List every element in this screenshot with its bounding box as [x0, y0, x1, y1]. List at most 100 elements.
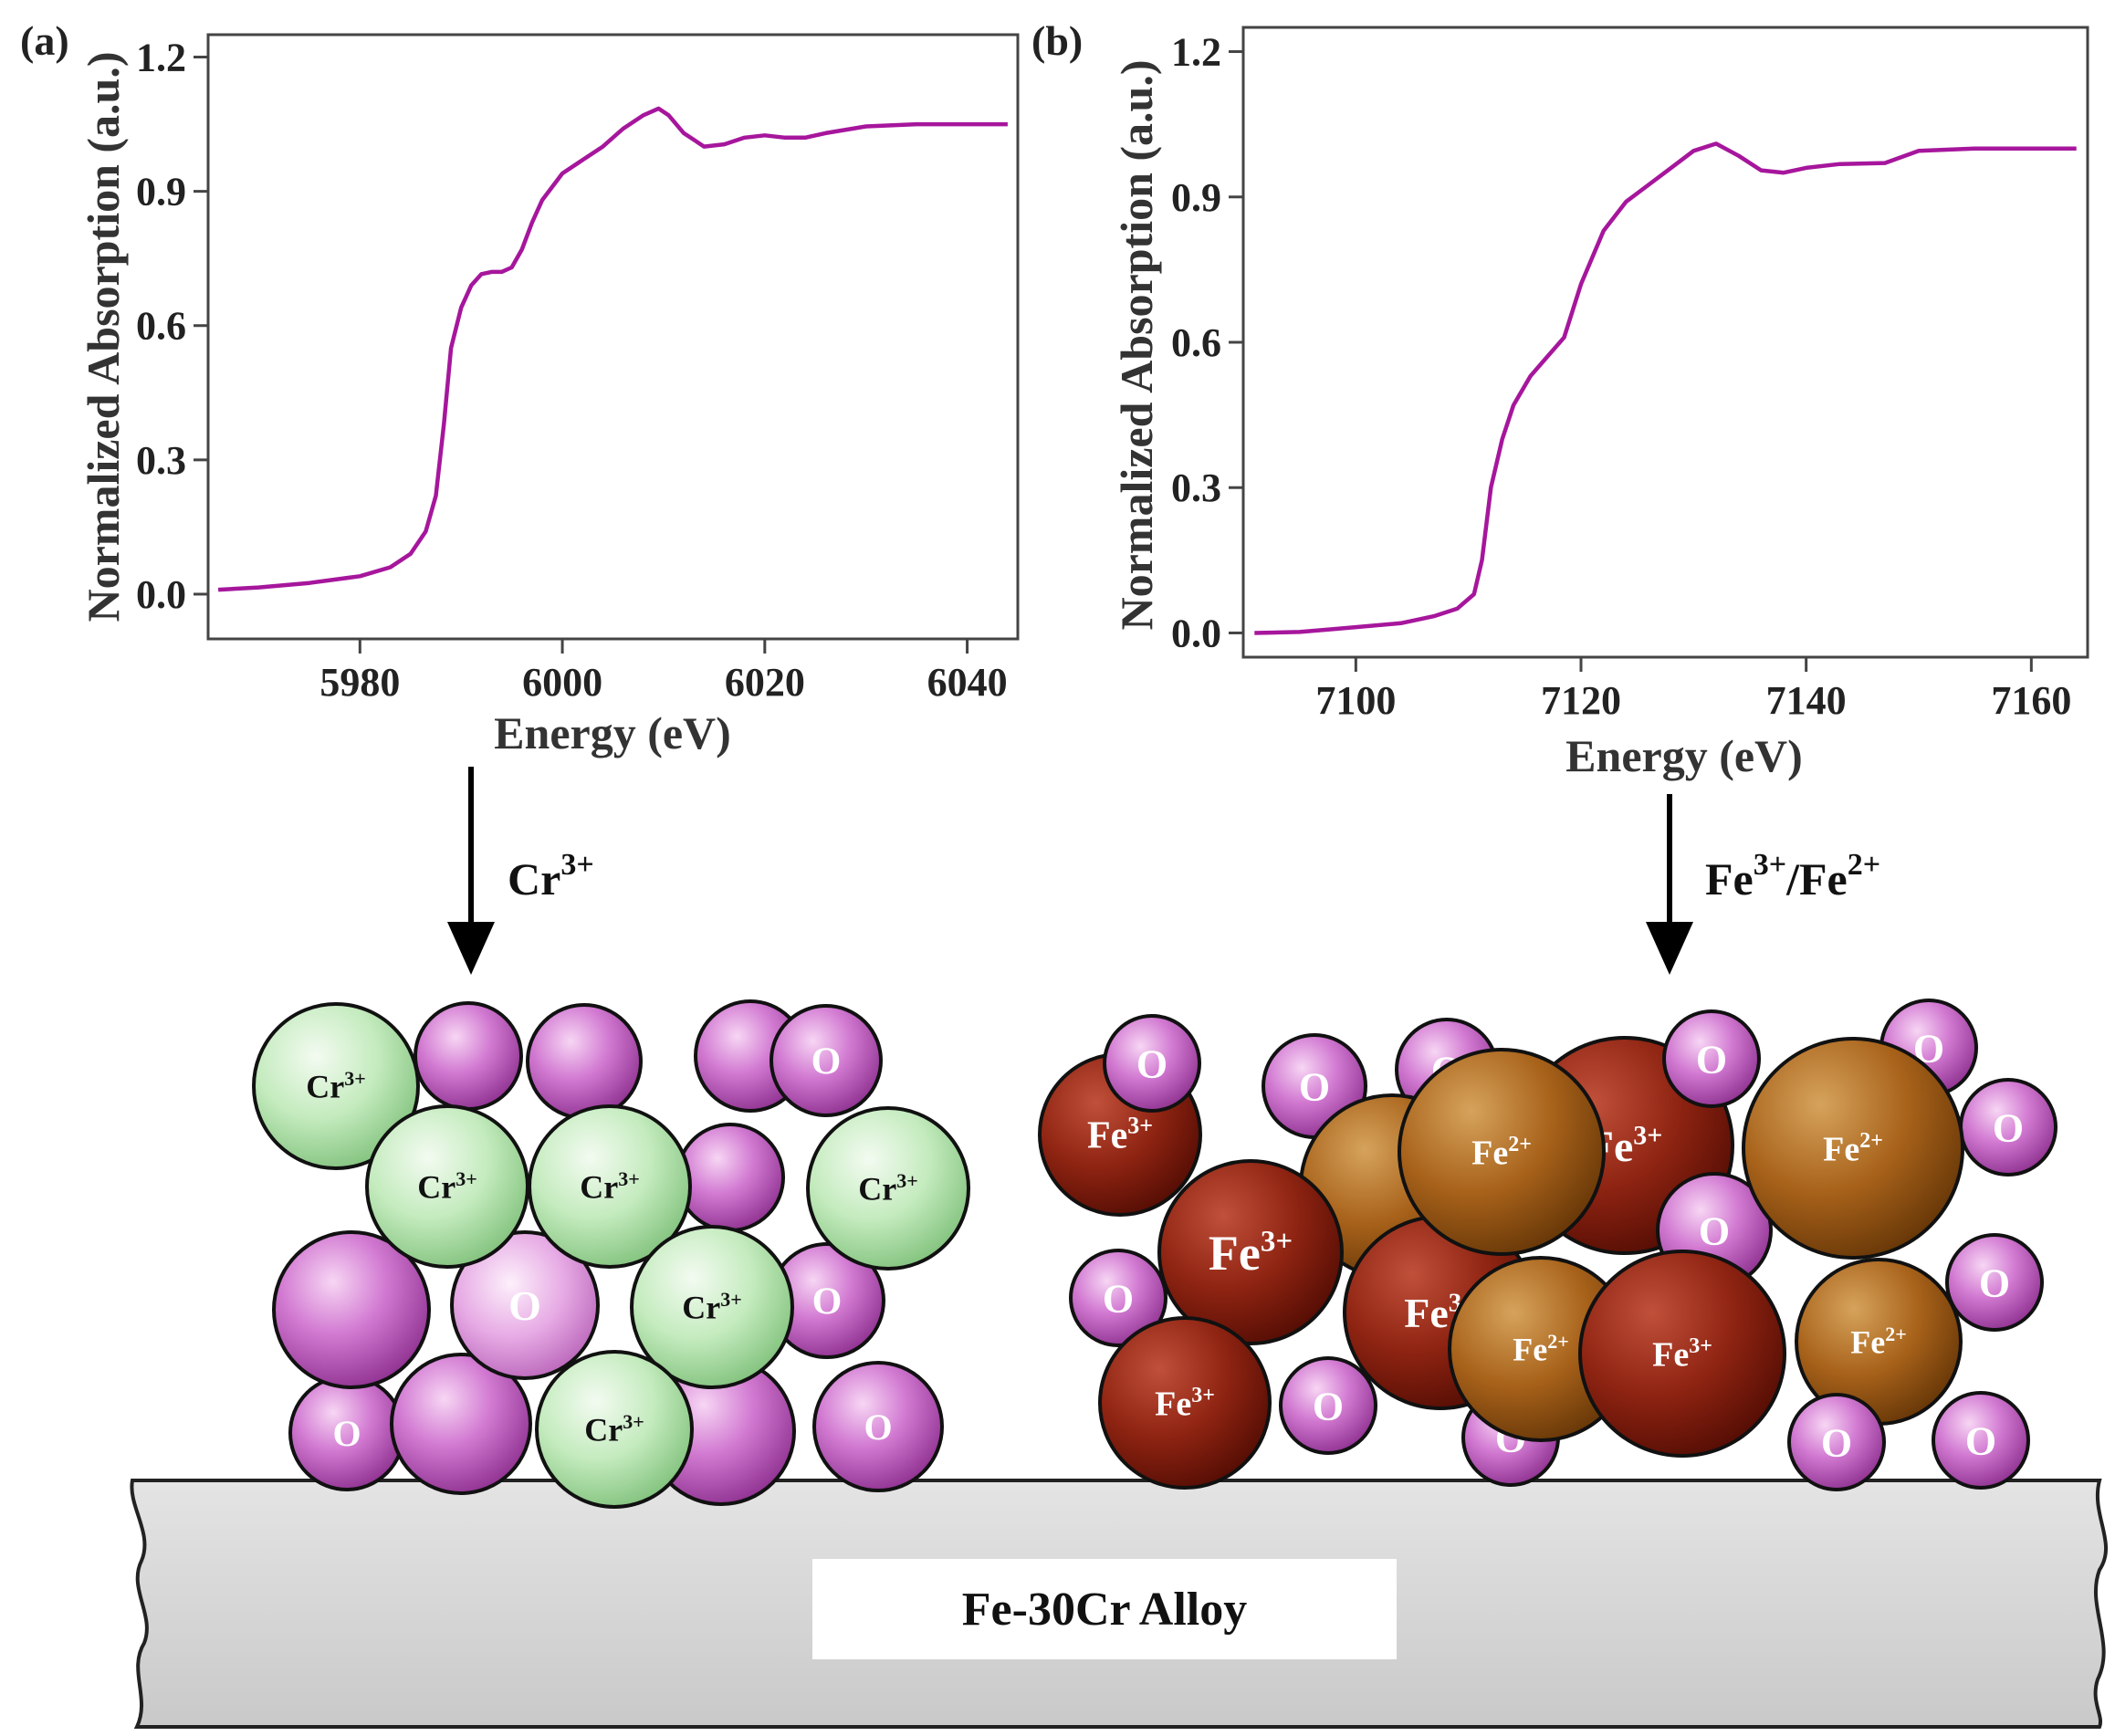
x-axis-title-b: Energy (eV): [1565, 730, 1803, 781]
fe-oxide-cluster: OFe3+OOFe3+Fe3+OFe3+Fe2+OOOOOFe2+Fe3+OOF…: [1038, 999, 2057, 1491]
atom-label: Fe3+: [1087, 1113, 1153, 1157]
x-tick-label: 7140: [1766, 678, 1847, 723]
atom-fe2: Fe2+: [1742, 1037, 1964, 1260]
chart-a: (a) 5980 6000 6020 6040 0.0 0.3 0.6 0.9 1.2 Ener…: [20, 17, 1020, 758]
atom-o: O: [769, 1242, 885, 1359]
x-tick-label: 7120: [1541, 678, 1621, 723]
arrow-label-fe: Fe3+/Fe2+: [1705, 848, 1880, 905]
atom-label: O: [812, 1281, 843, 1323]
y-tick-label: 1.2: [136, 36, 186, 80]
atom-o: O: [1662, 1009, 1761, 1108]
x-tick-label: 6040: [927, 660, 1008, 705]
atom-fe3: Fe3+: [1578, 1250, 1786, 1458]
atom-label: O: [1136, 1041, 1167, 1086]
plot-frame-a: [206, 33, 1020, 641]
atom-o: O: [1103, 1014, 1201, 1113]
atom-label: O: [1313, 1384, 1344, 1428]
y-tick-label: 0.3: [1171, 465, 1221, 510]
atom-cr: Cr3+: [252, 1002, 420, 1170]
atom-o: O: [812, 1361, 944, 1492]
atom-label: Fe3+: [1209, 1225, 1293, 1281]
atom-label: O: [1993, 1105, 2024, 1150]
atom-cr: Cr3+: [806, 1106, 970, 1271]
atom-plain: [272, 1230, 431, 1389]
atom-label: O: [1821, 1420, 1852, 1465]
atom-plain: [390, 1353, 532, 1495]
atom-label: O: [332, 1413, 361, 1454]
atom-cr: Cr3+: [630, 1225, 794, 1389]
atom-fe3: Fe3+: [1098, 1316, 1272, 1490]
atom-fe3: Fe3+: [1157, 1159, 1344, 1345]
alloy-label-box: [812, 1559, 1397, 1659]
x-tick-label: 6000: [522, 660, 602, 705]
alloy-label: Fe-30Cr Alloy: [962, 1584, 1247, 1636]
atom-o: O: [1787, 1393, 1886, 1491]
panel-label-a: (a): [20, 17, 69, 64]
atom-label: O: [1699, 1208, 1730, 1253]
atom-label: Fe2+: [1823, 1129, 1883, 1168]
atom-label: Fe3+: [1652, 1334, 1712, 1374]
atom-label: Cr3+: [306, 1067, 366, 1105]
y-tick-label: 0.9: [136, 170, 186, 214]
atom-label: O: [1979, 1260, 2010, 1305]
y-tick-label: 1.2: [1171, 30, 1221, 75]
y-tick-label: 0.3: [136, 438, 186, 483]
panel-label-b: (b): [1031, 17, 1083, 64]
atom-o: O: [1932, 1391, 2030, 1490]
y-tick-label: 0.6: [1171, 320, 1221, 365]
arrow-right: Fe3+/Fe2+: [1646, 794, 1880, 975]
atom-label: O: [1965, 1418, 1996, 1463]
atom-o: O: [1945, 1233, 2044, 1332]
atom-o: O: [288, 1375, 405, 1491]
ticks-b: 7100 7120 7140 7160 0.0 0.3 0.6 0.9 1.2: [1171, 30, 2071, 723]
x-tick-label: 7100: [1315, 678, 1396, 723]
plot-frame-b: [1241, 26, 2089, 659]
atom-o: O: [450, 1230, 600, 1380]
y-tick-label: 0.9: [1171, 175, 1221, 220]
atom-plain: [414, 1001, 523, 1111]
atom-label: O: [1299, 1064, 1330, 1109]
atom-o: O: [770, 1004, 883, 1117]
atom-label: O: [864, 1407, 892, 1448]
y-tick-label: 0.6: [136, 304, 186, 349]
y-axis-title-b: Normalized Absorption (a.u.): [1111, 60, 1162, 631]
atom-label: Fe3+: [1155, 1384, 1215, 1423]
x-axis-title-a: Energy (eV): [494, 707, 731, 758]
y-tick-label: 0.0: [136, 572, 186, 617]
atom-o: O: [1959, 1078, 2057, 1177]
atom-label: Cr3+: [580, 1167, 640, 1206]
series-line-b: [1254, 141, 2077, 635]
atom-label: Fe2+: [1850, 1323, 1907, 1361]
atom-cr: Cr3+: [535, 1350, 694, 1509]
atom-label: Cr3+: [682, 1288, 742, 1326]
atom-fe2: Fe2+: [1398, 1048, 1606, 1256]
atom-fe2: Fe2+: [1795, 1258, 1963, 1426]
atom-o: O: [1279, 1356, 1377, 1455]
atom-cr: Cr3+: [365, 1104, 529, 1269]
ticks-a: 5980 6000 6020 6040 0.0 0.3 0.6 0.9 1.2: [136, 36, 1008, 705]
y-tick-label: 0.0: [1171, 611, 1221, 655]
atom-label: O: [811, 1041, 842, 1083]
x-tick-label: 7160: [1991, 678, 2071, 723]
atom-label: Fe2+: [1471, 1133, 1532, 1172]
atom-plain: [526, 1003, 643, 1120]
atom-label: Cr3+: [417, 1167, 477, 1206]
atom-cr: Cr3+: [528, 1104, 692, 1269]
x-tick-label: 6020: [725, 660, 805, 705]
x-tick-label: 5980: [319, 660, 400, 705]
substrate: Fe-30Cr Alloy: [130, 1479, 2109, 1729]
atom-label: O: [508, 1282, 541, 1329]
series-line-a: [217, 106, 1008, 592]
cr-oxide-cluster: O O O O O Cr3+ Cr3+ Cr3+ Cr3+ Cr3+ Cr3+: [252, 999, 970, 1509]
atom-label: O: [1696, 1037, 1727, 1082]
atom-fe2: Fe2+: [1448, 1256, 1634, 1442]
atom-label: O: [1103, 1276, 1134, 1321]
chart-b: (b) 7100 7120 7140 7160 0.0 0.3 0.6 0.9 1.2 Ener…: [1031, 17, 2089, 781]
atom-plain: [675, 1123, 785, 1232]
atom-label: Cr3+: [584, 1410, 644, 1448]
arrow-label-cr: Cr3+: [508, 848, 594, 905]
atom-label: Fe2+: [1513, 1330, 1569, 1368]
arrow-left: Cr3+: [447, 767, 594, 975]
atom-label: Cr3+: [858, 1169, 918, 1208]
